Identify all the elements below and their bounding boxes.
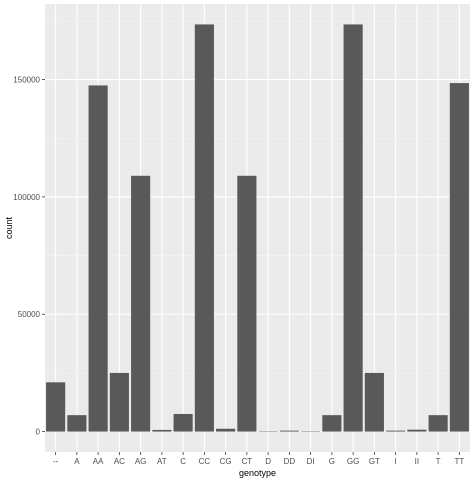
x-tick-label: GT — [369, 457, 380, 466]
x-tick-label: T — [436, 457, 441, 466]
bar-C — [173, 413, 193, 432]
bar-GT — [364, 372, 384, 432]
bar-I — [386, 430, 406, 432]
bar-A — [67, 415, 87, 432]
x-tick-label: D — [265, 457, 271, 466]
x-tick-label: A — [74, 457, 80, 466]
bars — [46, 24, 469, 432]
x-tick-label: TT — [454, 457, 464, 466]
bar-G — [322, 415, 342, 432]
x-tick-label: II — [415, 457, 419, 466]
y-tick-label: 0 — [36, 428, 41, 437]
x-tick-label: AG — [135, 457, 147, 466]
x-axis-title: genotype — [239, 468, 276, 478]
y-tick-label: 50000 — [18, 310, 41, 319]
bar-AG — [131, 175, 151, 432]
x-tick-label: C — [180, 457, 186, 466]
x-tick-label: AA — [93, 457, 104, 466]
bar-GG — [343, 24, 363, 432]
minor-gridlines — [45, 20, 470, 374]
bar-AT — [152, 429, 172, 432]
x-tick-label: CC — [199, 457, 211, 466]
x-tick-label: I — [395, 457, 397, 466]
bar-AC — [109, 372, 129, 432]
x-tick-label: AC — [114, 457, 125, 466]
bar-T — [428, 415, 448, 432]
x-tick-label: G — [329, 457, 335, 466]
bar--- — [46, 382, 66, 432]
y-axis-title: count — [4, 216, 14, 239]
x-tick-label: DI — [307, 457, 315, 466]
bar-II — [407, 429, 427, 432]
x-tick-label: AT — [157, 457, 167, 466]
y-tick-label: 150000 — [13, 76, 40, 85]
x-axis: -- A AA AC AG AT C CC CG CT D DD DI G GG GT I II T TT — [53, 452, 464, 466]
y-axis: 0 50000 100000 150000 — [13, 76, 45, 437]
x-tick-label: CT — [242, 457, 253, 466]
x-tick-label: -- — [53, 457, 59, 466]
bar-CC — [194, 24, 214, 432]
bar-CG — [216, 428, 236, 432]
x-tick-label: DD — [284, 457, 296, 466]
x-tick-label: CG — [220, 457, 232, 466]
bar-DD — [279, 430, 299, 432]
x-tick-label: GG — [347, 457, 359, 466]
bar-TT — [449, 83, 469, 432]
plot-panel — [45, 4, 470, 452]
y-tick-label: 100000 — [13, 193, 40, 202]
bar-CT — [237, 175, 257, 432]
bar-AA — [88, 85, 108, 432]
